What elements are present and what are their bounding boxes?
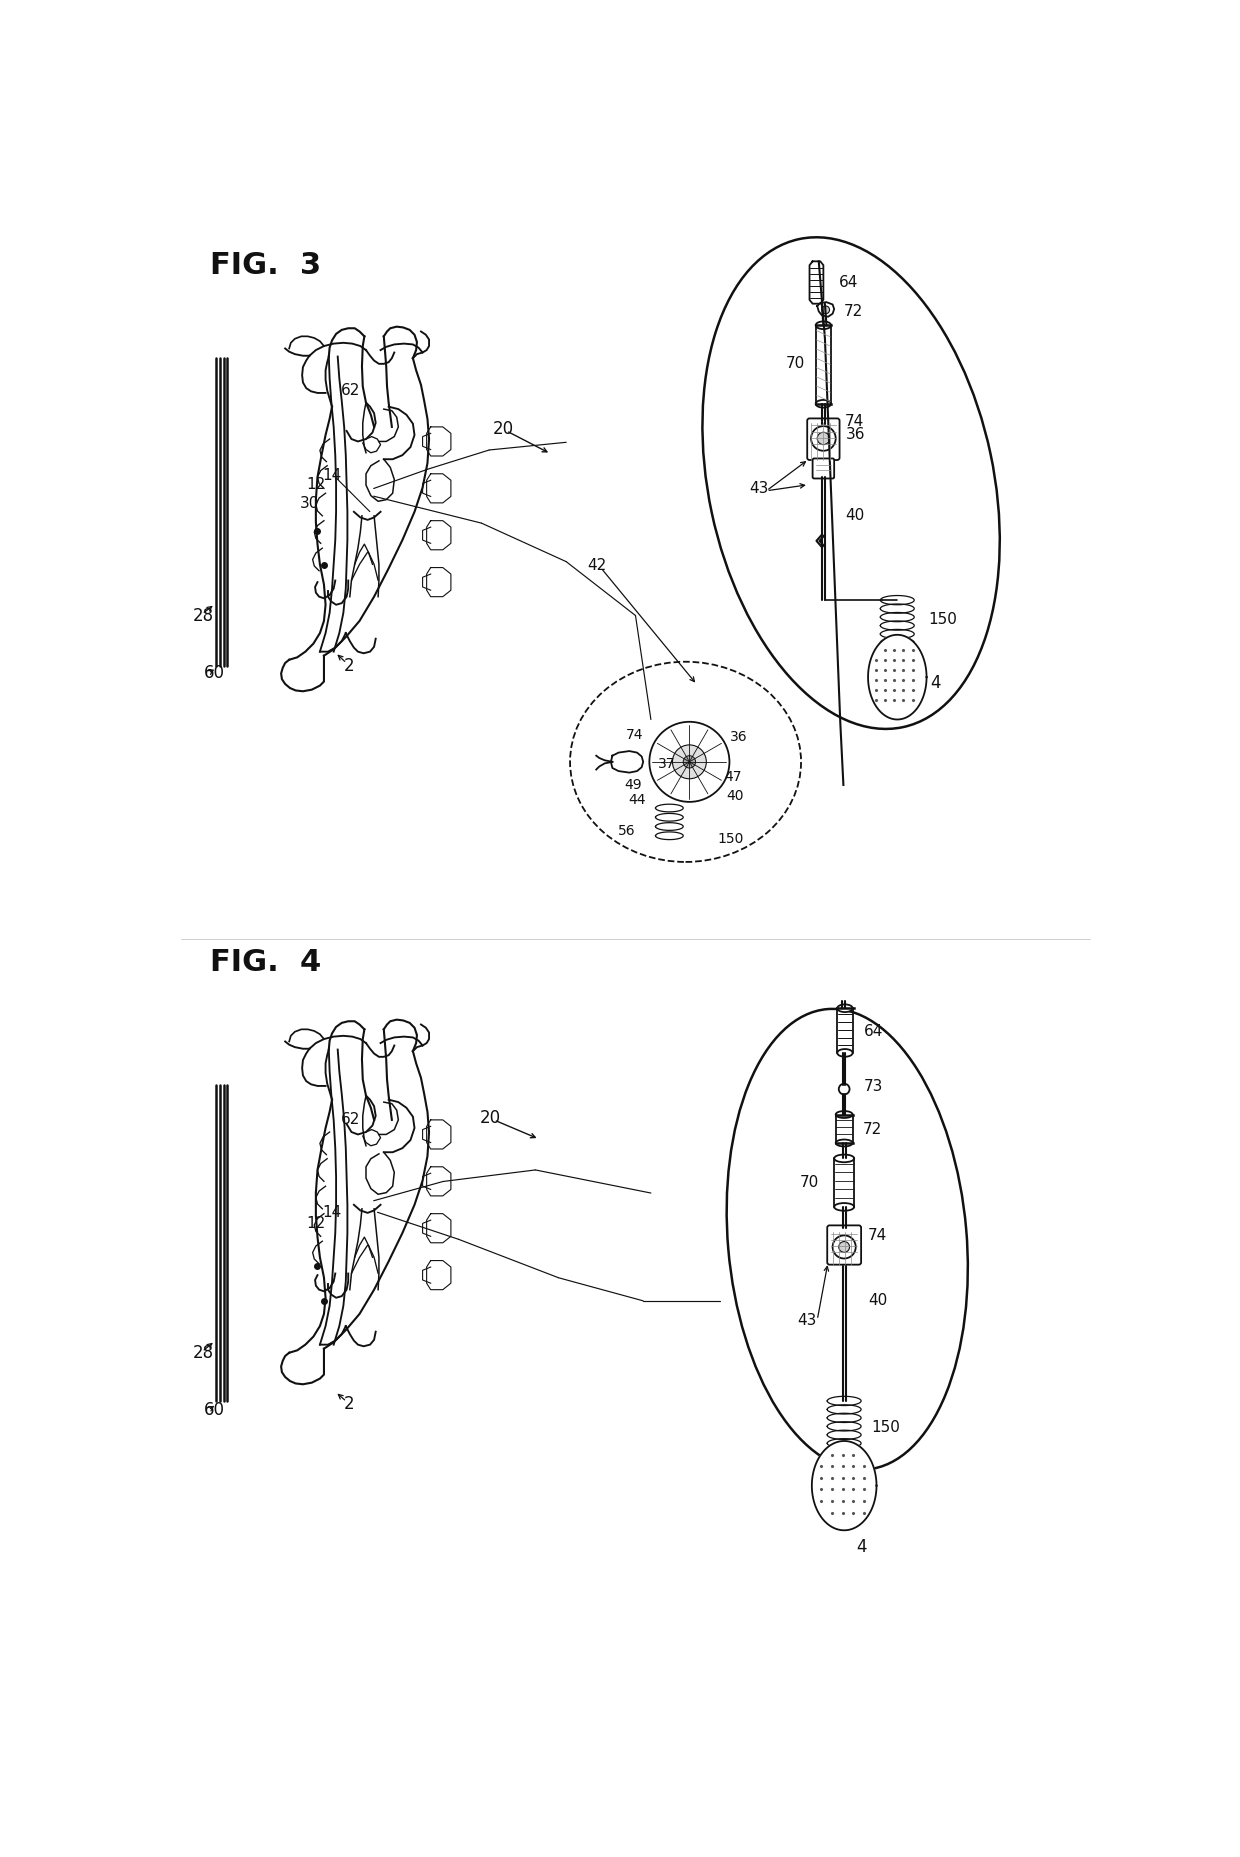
Text: 36: 36 [729,730,746,745]
Text: 36: 36 [846,427,866,442]
Text: 70: 70 [800,1175,818,1190]
Text: 12: 12 [306,477,326,492]
Text: 2: 2 [343,657,355,674]
Circle shape [672,745,707,778]
Text: 64: 64 [838,275,858,290]
Text: 70: 70 [786,357,805,371]
Text: 72: 72 [863,1122,882,1136]
Text: FIG.  3: FIG. 3 [211,251,321,280]
FancyBboxPatch shape [827,1226,861,1265]
Circle shape [683,756,696,769]
Text: 40: 40 [846,509,866,524]
Ellipse shape [816,399,831,409]
Text: 28: 28 [192,1344,213,1363]
Text: 74: 74 [844,414,864,429]
Text: 47: 47 [724,771,742,784]
Text: 20: 20 [492,420,513,438]
Text: 4: 4 [930,674,941,693]
Text: 20: 20 [480,1109,501,1127]
Text: 40: 40 [868,1292,888,1309]
Text: 64: 64 [863,1023,883,1038]
Ellipse shape [837,1005,853,1012]
Text: 49: 49 [624,778,641,791]
Text: 14: 14 [322,1205,342,1220]
Ellipse shape [837,1049,853,1057]
Text: 74: 74 [626,728,644,743]
Text: 37: 37 [657,758,675,771]
Text: 150: 150 [717,832,744,845]
Text: 56: 56 [618,825,635,838]
Text: 62: 62 [341,1112,361,1127]
Circle shape [838,1242,849,1252]
Circle shape [817,433,830,444]
Text: 43: 43 [749,481,769,496]
Text: 42: 42 [588,557,606,574]
Text: 73: 73 [863,1079,883,1094]
FancyBboxPatch shape [812,459,835,479]
Text: 150: 150 [872,1421,900,1435]
Text: 60: 60 [205,665,226,682]
Text: 40: 40 [727,789,744,804]
Text: 62: 62 [341,383,361,397]
Circle shape [822,306,830,314]
Text: 12: 12 [306,1216,326,1231]
Ellipse shape [836,1140,853,1146]
Circle shape [832,1235,856,1259]
Text: 30: 30 [299,496,319,511]
Polygon shape [868,635,926,719]
Text: 44: 44 [627,793,646,808]
Text: 74: 74 [867,1227,887,1242]
Ellipse shape [816,321,831,329]
Text: 150: 150 [928,613,957,628]
Ellipse shape [835,1203,854,1211]
Text: 28: 28 [192,607,213,624]
Text: FIG.  4: FIG. 4 [211,947,321,977]
Text: 2: 2 [343,1395,355,1413]
Text: 43: 43 [797,1313,816,1328]
Text: 72: 72 [843,305,863,319]
Ellipse shape [835,1155,854,1162]
Circle shape [811,425,836,451]
Circle shape [650,722,729,802]
Text: 60: 60 [205,1402,226,1419]
Polygon shape [812,1441,877,1530]
Text: 14: 14 [322,468,342,483]
Ellipse shape [836,1110,853,1118]
FancyBboxPatch shape [807,418,839,461]
Text: 4: 4 [857,1538,867,1556]
